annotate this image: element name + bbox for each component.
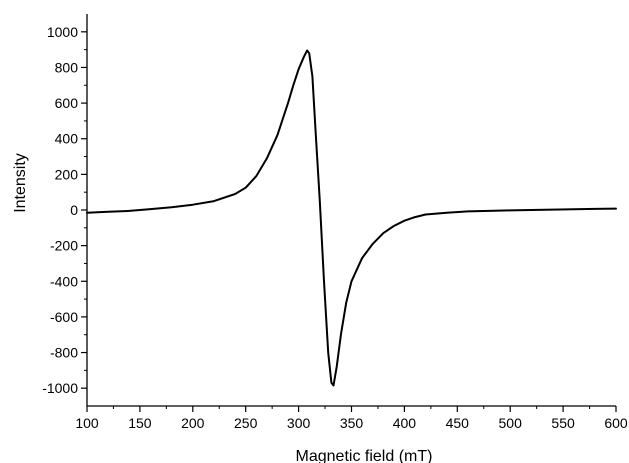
x-tick-label: 550: [551, 415, 575, 431]
x-axis-title: Magnetic field (mT): [296, 448, 433, 463]
x-tick-label: 150: [128, 415, 152, 431]
x-tick-label: 200: [181, 415, 205, 431]
y-tick-label: -400: [50, 273, 78, 289]
x-tick-label: 450: [446, 415, 470, 431]
series-line: [86, 49, 617, 387]
x-tick-label: 250: [234, 415, 258, 431]
x-tick-label: 300: [287, 415, 311, 431]
axes-layer: [81, 14, 617, 412]
y-tick-label: 0: [70, 202, 78, 218]
y-tick-label: 1000: [47, 24, 78, 40]
y-tick-label: 600: [55, 95, 79, 111]
y-axis-title: Intensity: [12, 153, 29, 213]
x-tick-label: 500: [499, 415, 523, 431]
y-tick-label: 200: [55, 166, 79, 182]
x-tick-label: 100: [75, 415, 99, 431]
x-tick-label: 400: [393, 415, 417, 431]
y-tick-label: 800: [55, 59, 79, 75]
data-layer: [86, 49, 617, 387]
y-tick-label: 400: [55, 131, 79, 147]
y-tick-label: -200: [50, 238, 78, 254]
y-tick-label: -600: [50, 309, 78, 325]
x-tick-label: 350: [340, 415, 364, 431]
y-tick-label: -800: [50, 345, 78, 361]
x-tick-label: 600: [604, 415, 628, 431]
y-tick-label: -1000: [42, 380, 78, 396]
labels-layer: 100 150 200 250 300 350 400 450 500 550 600 -1000 -8…: [42, 24, 628, 431]
